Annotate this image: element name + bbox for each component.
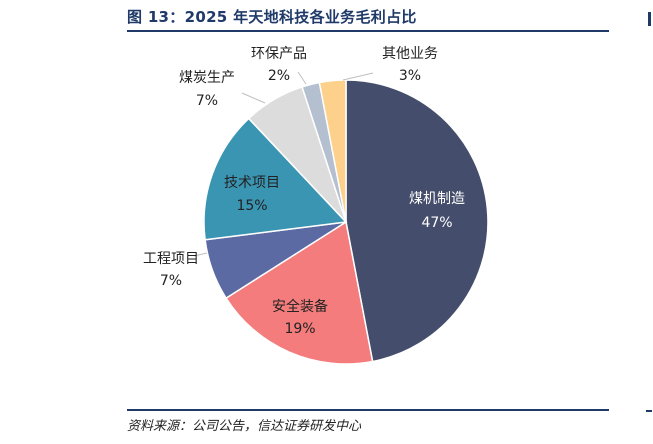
leader-line <box>193 252 208 257</box>
leader-line <box>241 92 266 104</box>
slice-value-label: 15% <box>236 198 267 214</box>
pie-slice <box>318 79 347 223</box>
slice-name-label: 工程项目 <box>143 251 199 267</box>
pie-slice <box>225 220 374 365</box>
slice-name-label: 煤炭生产 <box>179 70 235 86</box>
chart-title: 图 13：2025 年天地科技各业务毛利占比 <box>127 8 417 26</box>
slice-value-label: 19% <box>284 321 315 337</box>
slice-name-label: 环保产品 <box>251 46 307 62</box>
source-note: 资料来源：公司公告，信达证券研发中心 <box>127 419 362 434</box>
slice-value-label: 7% <box>160 273 182 289</box>
title-rule <box>127 30 609 32</box>
edge-mark <box>646 410 652 412</box>
pie-slice <box>345 79 489 363</box>
slice-name-label: 技术项目 <box>224 175 280 191</box>
pie-slice <box>203 117 348 241</box>
slice-value-label: 2% <box>268 68 290 84</box>
leader-line <box>297 71 307 85</box>
slice-name-label: 安全装备 <box>272 298 328 315</box>
edge-mark <box>648 12 651 26</box>
slice-value-label: 3% <box>399 68 421 84</box>
slice-name-label: 煤机制造 <box>409 191 465 207</box>
slice-name-label: 其他业务 <box>382 46 438 62</box>
leader-line <box>342 72 374 81</box>
slice-value-label: 47% <box>421 215 452 231</box>
slice-value-label: 7% <box>196 93 218 109</box>
source-rule <box>127 409 609 411</box>
